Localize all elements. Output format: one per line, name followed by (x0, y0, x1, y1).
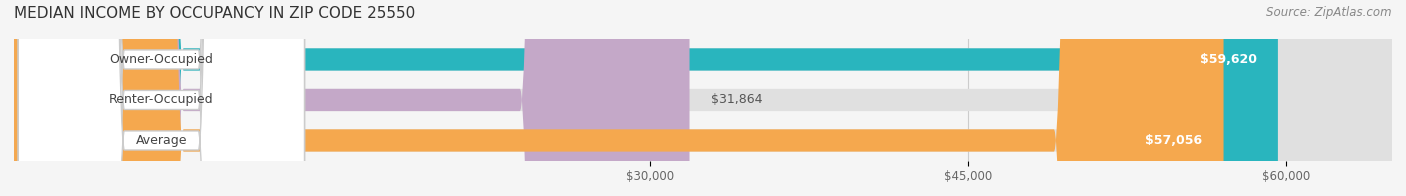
FancyBboxPatch shape (14, 0, 1223, 196)
Text: Average: Average (135, 134, 187, 147)
Text: $57,056: $57,056 (1146, 134, 1202, 147)
FancyBboxPatch shape (14, 0, 1392, 196)
FancyBboxPatch shape (18, 0, 305, 196)
FancyBboxPatch shape (14, 0, 1392, 196)
Text: Owner-Occupied: Owner-Occupied (110, 53, 214, 66)
Text: MEDIAN INCOME BY OCCUPANCY IN ZIP CODE 25550: MEDIAN INCOME BY OCCUPANCY IN ZIP CODE 2… (14, 6, 415, 21)
Text: Renter-Occupied: Renter-Occupied (110, 93, 214, 106)
FancyBboxPatch shape (14, 0, 1278, 196)
Text: $59,620: $59,620 (1199, 53, 1257, 66)
FancyBboxPatch shape (14, 0, 1392, 196)
Text: $31,864: $31,864 (710, 93, 762, 106)
FancyBboxPatch shape (18, 0, 305, 196)
FancyBboxPatch shape (18, 0, 305, 196)
Text: Source: ZipAtlas.com: Source: ZipAtlas.com (1267, 6, 1392, 19)
FancyBboxPatch shape (14, 0, 689, 196)
